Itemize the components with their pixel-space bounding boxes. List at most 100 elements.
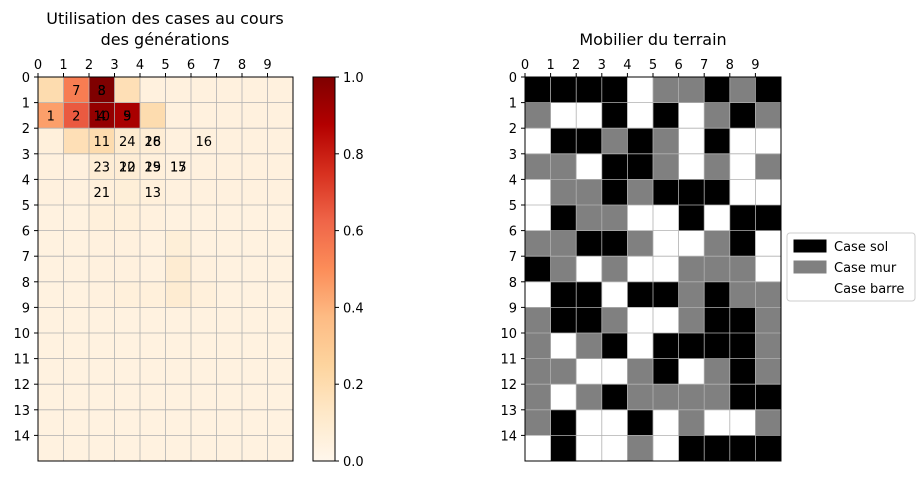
x-tick-label: 5 bbox=[161, 58, 169, 73]
heatmap-cell bbox=[63, 409, 90, 436]
y-tick-label: 6 bbox=[509, 225, 517, 240]
heatmap-cell bbox=[165, 384, 192, 411]
terrain-cell bbox=[576, 179, 603, 206]
terrain-cell bbox=[653, 256, 679, 283]
heatmap-cell bbox=[114, 230, 141, 257]
heatmap-cell bbox=[216, 230, 243, 257]
terrain-cell bbox=[729, 153, 756, 180]
y-tick-label: 1 bbox=[509, 97, 517, 112]
terrain-cell bbox=[729, 256, 756, 283]
terrain-cell bbox=[653, 333, 679, 359]
heatmap-cell bbox=[216, 435, 243, 462]
y-tick-label: 8 bbox=[22, 276, 30, 291]
terrain-cell bbox=[653, 128, 679, 155]
terrain-cell bbox=[627, 179, 654, 206]
terrain-cell bbox=[550, 384, 577, 411]
terrain-cell bbox=[576, 128, 603, 155]
terrain-cell bbox=[525, 153, 551, 180]
heatmap-cell bbox=[165, 102, 192, 129]
x-tick-label: 0 bbox=[521, 58, 529, 73]
terrain-cell bbox=[576, 77, 603, 103]
cell-annotation: 4 bbox=[98, 109, 106, 124]
heatmap-cell bbox=[63, 153, 90, 180]
cell-annotation: 25 bbox=[144, 161, 161, 176]
heatmap-cell bbox=[38, 179, 64, 206]
terrain-cell bbox=[576, 333, 603, 359]
heatmap-cell bbox=[267, 205, 294, 231]
terrain-cell bbox=[601, 77, 628, 103]
heatmap-cell bbox=[191, 205, 217, 231]
terrain-cell bbox=[755, 384, 782, 411]
x-tick-label: 9 bbox=[751, 58, 759, 73]
heatmap-cell bbox=[38, 77, 64, 103]
y-tick-label: 14 bbox=[13, 429, 30, 444]
terrain-cell bbox=[576, 384, 603, 411]
y-tick-label: 7 bbox=[22, 250, 30, 265]
heatmap-cell bbox=[63, 307, 90, 334]
x-tick-label: 9 bbox=[263, 58, 271, 73]
terrain-cell bbox=[550, 358, 577, 385]
heatmap-cell bbox=[191, 102, 217, 129]
terrain-cell bbox=[627, 77, 654, 103]
terrain-cell bbox=[576, 102, 603, 129]
usage-heatmap-title-line-1: Utilisation des cases au cours bbox=[46, 9, 284, 28]
colorbar-ticks: 0.0 0.2 0.4 0.6 0.8 1.0 bbox=[335, 71, 364, 470]
heatmap-cell bbox=[63, 128, 90, 155]
y-tick-label: 0 bbox=[509, 71, 517, 86]
terrain-cell bbox=[704, 435, 731, 462]
terrain-cell bbox=[550, 102, 577, 129]
cell-annotation: 26 bbox=[144, 135, 161, 150]
terrain-cell bbox=[525, 179, 551, 206]
terrain-cell bbox=[755, 333, 782, 359]
heatmap-cell bbox=[242, 179, 268, 206]
terrain-cell bbox=[653, 409, 679, 436]
terrain-cell bbox=[627, 358, 654, 385]
x-tick-label: 2 bbox=[85, 58, 93, 73]
cell-annotation: 19 bbox=[144, 161, 161, 176]
terrain-cell bbox=[576, 435, 603, 462]
heatmap-cell bbox=[216, 77, 243, 103]
colorbar-tick-label: 0.2 bbox=[343, 378, 364, 393]
terrain-cell bbox=[550, 256, 577, 283]
y-tick-label: 4 bbox=[22, 173, 30, 188]
heatmap-cell bbox=[114, 153, 141, 180]
heatmap-cell bbox=[89, 256, 115, 283]
heatmap-cell bbox=[140, 153, 166, 180]
heatmap-cell bbox=[216, 128, 243, 155]
legend-swatch bbox=[794, 282, 826, 294]
terrain-cell bbox=[653, 230, 679, 257]
cell-annotation: 10 bbox=[93, 109, 110, 124]
heatmap-cell bbox=[140, 435, 166, 462]
cell-annotation: 13 bbox=[144, 186, 161, 201]
terrain-cell bbox=[601, 435, 628, 462]
terrain-map: Mobilier du terrain 0 1 2 3 4 5 6 7 8 90123456789… bbox=[500, 30, 782, 462]
heatmap-cell bbox=[165, 256, 192, 283]
heatmap-cell bbox=[267, 230, 294, 257]
heatmap-cell bbox=[89, 307, 115, 334]
terrain-cell bbox=[755, 409, 782, 436]
terrain-cell bbox=[729, 77, 756, 103]
heatmap-cell bbox=[216, 256, 243, 283]
y-tick-label: 5 bbox=[22, 199, 30, 214]
y-tick-label: 14 bbox=[500, 429, 517, 444]
heatmap-cell bbox=[242, 333, 268, 359]
heatmap-cell bbox=[242, 77, 268, 103]
terrain-cell bbox=[525, 435, 551, 462]
heatmap-cell bbox=[63, 230, 90, 257]
heatmap-cell bbox=[267, 256, 294, 283]
colorbar-tick-label: 0.4 bbox=[343, 301, 364, 316]
heatmap-cell bbox=[114, 205, 141, 231]
terrain-cell bbox=[653, 77, 679, 103]
y-tick-label: 2 bbox=[509, 122, 517, 137]
heatmap-cell bbox=[242, 307, 268, 334]
heatmap-cell bbox=[165, 409, 192, 436]
terrain-map-frame bbox=[524, 76, 782, 462]
terrain-legend: Case sol Case mur Case barre bbox=[786, 232, 916, 302]
terrain-cell bbox=[729, 358, 756, 385]
y-tick-label: 9 bbox=[509, 301, 517, 316]
terrain-map-title: Mobilier du terrain bbox=[579, 30, 726, 49]
heatmap-cell bbox=[191, 358, 217, 385]
terrain-cell bbox=[550, 230, 577, 257]
